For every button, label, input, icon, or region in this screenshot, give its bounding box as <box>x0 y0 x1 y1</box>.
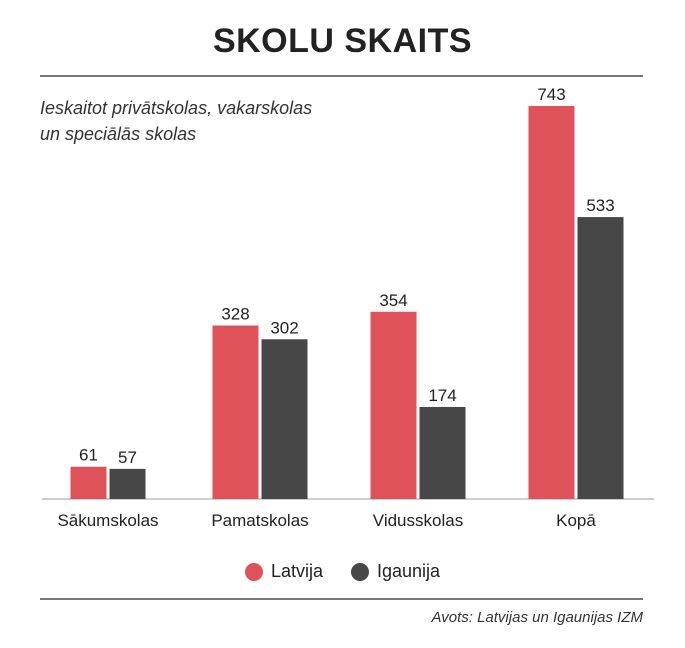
data-label-igaunija-2: 302 <box>270 318 298 337</box>
data-label-igaunija-4: 533 <box>586 196 614 215</box>
chart-title: SKOLU SKAITS <box>212 22 473 60</box>
legend-label-latvija: Latvija <box>270 561 323 581</box>
top-divider <box>40 75 643 77</box>
bar-igaunija-2 <box>261 339 308 499</box>
bar-latvija-4 <box>528 106 575 499</box>
bar-latvija-2 <box>212 325 259 499</box>
bar-latvija-1 <box>70 466 107 499</box>
subtitle-line-2: un speciālās skolas <box>40 124 197 144</box>
x-tick-label-4: Kopā <box>556 511 596 530</box>
data-label-latvija-4: 743 <box>537 85 565 104</box>
legend-swatch-igaunija <box>350 562 369 581</box>
source-note: Avots: Latvijas un Igaunijas IZM <box>431 609 644 626</box>
bar-latvija-3 <box>370 311 417 499</box>
legend-item-latvija: Latvija <box>244 561 323 582</box>
bar-igaunija-1 <box>109 468 146 499</box>
bar-igaunija-4 <box>577 217 624 499</box>
chart-subtitle: Ieskaitot privātskolas, vakarskolas un s… <box>40 95 312 147</box>
data-label-latvija-2: 328 <box>221 305 249 324</box>
legend-item-igaunija: Igaunija <box>350 561 441 582</box>
x-tick-label-3: Vidusskolas <box>373 511 463 530</box>
legend-swatch-latvija <box>244 562 263 581</box>
data-label-igaunija-1: 57 <box>118 448 137 467</box>
bottom-divider <box>40 598 643 600</box>
data-label-igaunija-3: 174 <box>428 386 456 405</box>
data-label-latvija-1: 61 <box>79 446 98 465</box>
bar-chart: 61 57 Sākumskolas 328 302 Pamatskolas 354 174 Vi… <box>42 85 654 530</box>
x-tick-label-2: Pamatskolas <box>211 511 308 530</box>
subtitle-line-1: Ieskaitot privātskolas, vakarskolas <box>40 98 313 118</box>
bar-igaunija-3 <box>419 406 466 499</box>
legend: Latvija Igaunija <box>0 561 685 582</box>
x-tick-label-1: Sākumskolas <box>57 511 158 530</box>
data-label-latvija-3: 354 <box>379 291 407 310</box>
legend-label-igaunija: Igaunija <box>376 561 441 581</box>
